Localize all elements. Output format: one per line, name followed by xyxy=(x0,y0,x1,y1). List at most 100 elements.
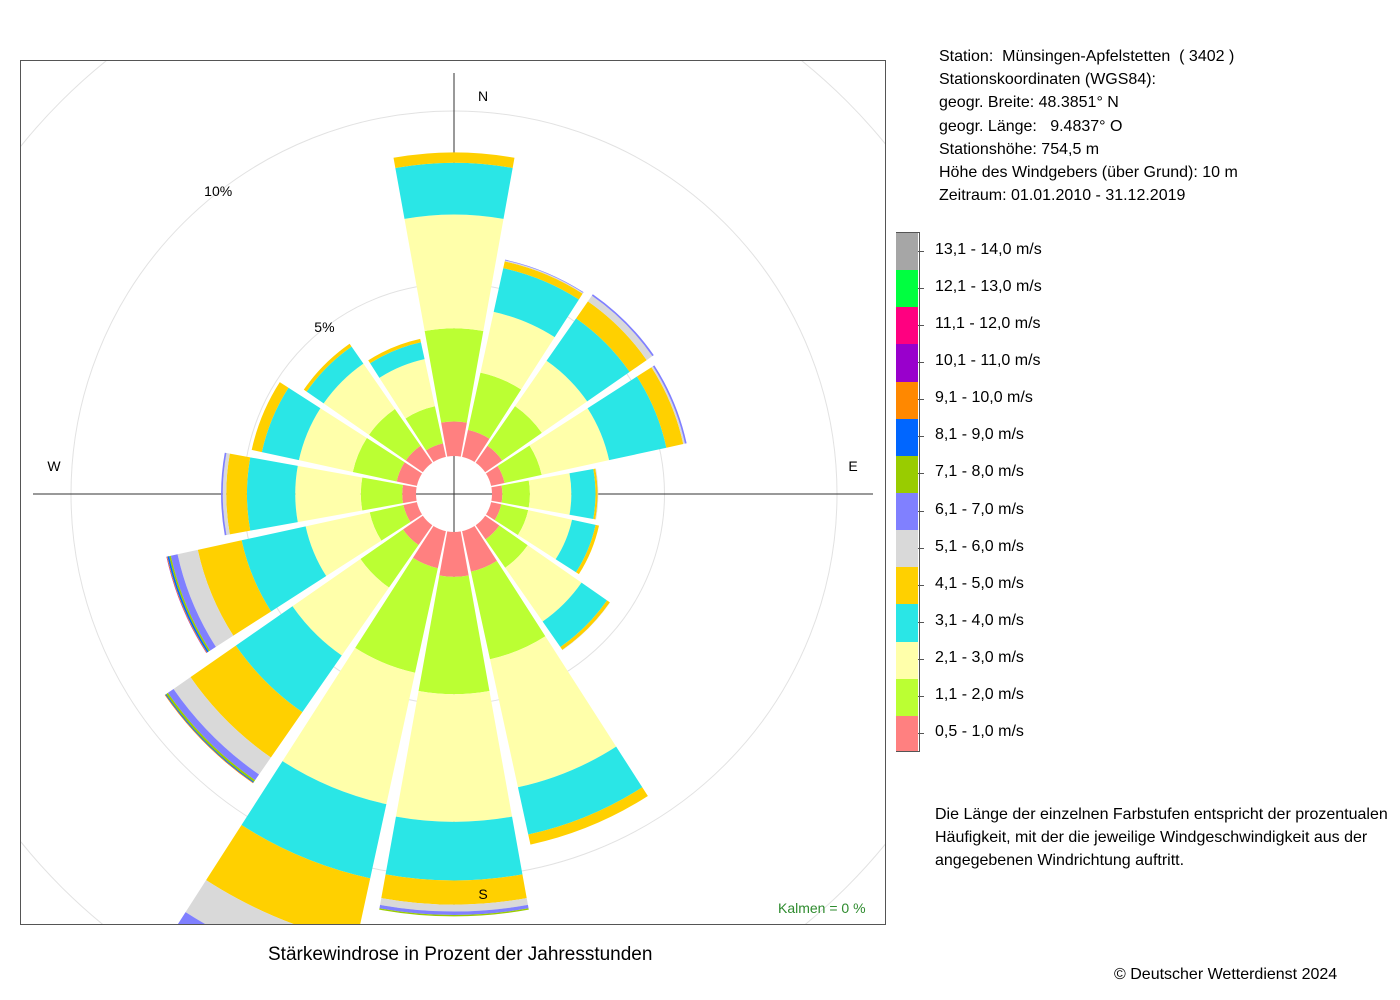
sector-segment xyxy=(462,525,497,572)
legend-tick xyxy=(918,324,924,326)
sector-segment xyxy=(480,311,555,390)
sector-segment xyxy=(587,295,653,361)
sector-segment xyxy=(306,346,364,404)
sector-segment xyxy=(298,408,367,472)
sector-segment xyxy=(403,502,423,522)
sector-segment xyxy=(555,519,596,573)
legend-label: 10,1 - 11,0 m/s xyxy=(935,352,1041,369)
sector-segment xyxy=(402,484,417,504)
sector-segment xyxy=(393,152,515,168)
station-latitude: geogr. Breite: 48.3851° N xyxy=(939,94,1119,112)
legend-swatch xyxy=(896,418,918,456)
sector-ese xyxy=(485,502,599,575)
sector-segment xyxy=(177,549,234,647)
sector-segment xyxy=(439,531,469,577)
legend-label: 5,1 - 6,0 m/s xyxy=(935,537,1024,555)
sector-e xyxy=(491,468,599,520)
sector-segment xyxy=(515,360,588,433)
sector-segment xyxy=(462,429,490,463)
sector-segment xyxy=(368,408,421,461)
sector-segment xyxy=(652,365,687,444)
sector-segment xyxy=(355,557,438,673)
legend-label: 8,1 - 9,0 m/s xyxy=(935,426,1024,444)
sector-segment xyxy=(529,408,610,475)
sector-segment xyxy=(528,473,572,515)
sector-segment xyxy=(491,485,503,503)
sector-segment xyxy=(170,554,216,651)
sector-segment xyxy=(517,746,643,835)
sector-segment xyxy=(360,477,404,511)
sector-segment xyxy=(241,761,387,879)
sector-segment xyxy=(404,214,504,331)
sector-segment xyxy=(177,912,206,924)
sector-sw xyxy=(164,515,433,784)
sector-segment xyxy=(593,468,598,520)
radial-tick-label: 5% xyxy=(314,319,334,335)
explanation-line: Häufigkeit, mit der die jeweilige Windge… xyxy=(935,829,1368,846)
sector-segment xyxy=(395,690,513,822)
sector-segment xyxy=(305,512,382,577)
explanation-line: Die Länge der einzelnen Farbstufen entsp… xyxy=(935,806,1388,823)
sector-s xyxy=(379,531,529,917)
radial-tick-label: 15% xyxy=(98,61,126,63)
legend-label: 1,1 - 2,0 m/s xyxy=(935,686,1024,704)
sector-segment xyxy=(426,443,446,463)
sector-segment xyxy=(251,382,289,453)
wind-rose-plot: 5% 10% 15% N E S W xyxy=(20,60,886,925)
station-coords-header: Stationskoordinaten (WGS84): xyxy=(939,71,1156,89)
sector-segment xyxy=(402,515,433,546)
sector-segment xyxy=(528,787,648,845)
sector-segment xyxy=(542,582,608,648)
sector-segment xyxy=(295,465,363,523)
sector-segment xyxy=(517,510,573,560)
sector-segment xyxy=(424,328,484,423)
radial-tick-label: 10% xyxy=(204,183,232,199)
sector-segment xyxy=(173,677,271,775)
station-name: Station: Münsingen-Apfelstetten ( 3402 ) xyxy=(939,48,1235,65)
sector-ssw xyxy=(177,525,446,924)
station-info: Station: Münsingen-Apfelstetten ( 3402 )… xyxy=(939,45,1238,207)
legend-tick xyxy=(918,473,924,475)
sector-nw xyxy=(303,343,433,473)
sector-segment xyxy=(292,559,389,656)
sector-w xyxy=(221,452,417,536)
legend-label: 12,1 - 13,0 m/s xyxy=(935,277,1042,295)
chart-labels: 5% 10% 15% N E S W xyxy=(47,61,857,902)
sector-segment xyxy=(246,457,298,531)
sector-segment xyxy=(379,359,435,419)
legend-tick xyxy=(918,584,924,586)
sector-segment xyxy=(467,372,522,439)
sector-segment xyxy=(206,825,371,924)
sector-segment xyxy=(475,515,500,540)
sector-segment xyxy=(587,376,667,461)
time-period: Zeitraum: 01.01.2010 - 31.12.2019 xyxy=(939,187,1186,205)
sector-segment xyxy=(405,445,433,473)
sector-segment xyxy=(575,524,599,575)
sector-segment xyxy=(352,438,405,482)
legend-tick xyxy=(918,362,924,363)
legend-swatch xyxy=(896,344,918,382)
sector-segment xyxy=(222,453,230,535)
sector-segment xyxy=(485,525,528,568)
legend-tick xyxy=(918,510,924,512)
legend-tick xyxy=(918,436,924,438)
sector-segment xyxy=(360,529,419,588)
sector-segment xyxy=(235,606,342,713)
sector-segment xyxy=(370,342,425,378)
legend-swatch xyxy=(896,715,918,751)
sector-segment xyxy=(576,301,647,372)
legend-swatch xyxy=(896,678,918,716)
calm-percentage: Kalmen = 0 % xyxy=(778,900,866,916)
sector-segment xyxy=(167,688,260,781)
sector-segment xyxy=(636,367,684,448)
direction-label-e: E xyxy=(848,458,857,474)
sensor-height: Höhe des Windgebers (über Grund): 10 m xyxy=(939,164,1238,182)
direction-label-n: N xyxy=(478,88,488,104)
sector-n xyxy=(393,152,515,457)
legend-swatch xyxy=(896,307,918,345)
sector-segment xyxy=(185,880,294,924)
legend-swatch xyxy=(896,381,918,419)
legend-label: 13,1 - 14,0 m/s xyxy=(935,240,1042,258)
sector-nne xyxy=(462,259,584,463)
legend-swatch xyxy=(896,233,918,271)
